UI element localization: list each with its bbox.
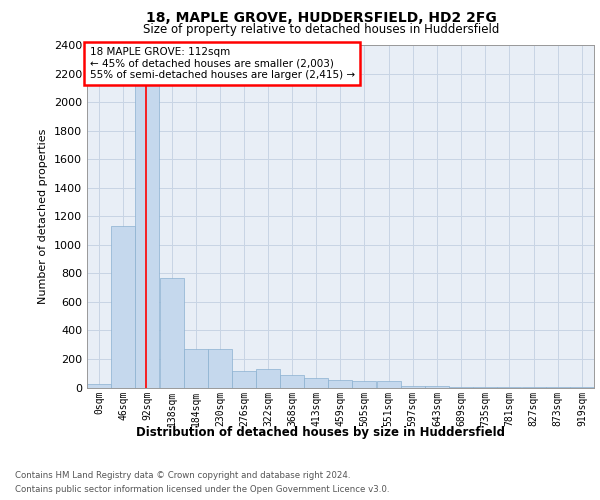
Bar: [184, 350, 208, 388]
Bar: [208, 350, 232, 388]
Y-axis label: Number of detached properties: Number of detached properties: [38, 128, 49, 304]
Bar: [160, 278, 184, 388]
Bar: [497, 387, 521, 388]
Bar: [256, 369, 280, 388]
Bar: [352, 380, 376, 388]
Bar: [280, 374, 304, 388]
Text: Distribution of detached houses by size in Huddersfield: Distribution of detached houses by size …: [137, 426, 505, 439]
Bar: [87, 384, 111, 388]
Text: Contains public sector information licensed under the Open Government Licence v3: Contains public sector information licen…: [15, 484, 389, 494]
Bar: [449, 386, 473, 388]
Bar: [401, 386, 425, 388]
Bar: [377, 380, 401, 388]
Bar: [473, 387, 497, 388]
Bar: [111, 226, 135, 388]
Text: Contains HM Land Registry data © Crown copyright and database right 2024.: Contains HM Land Registry data © Crown c…: [15, 472, 350, 480]
Text: Size of property relative to detached houses in Huddersfield: Size of property relative to detached ho…: [143, 24, 499, 36]
Bar: [425, 386, 449, 388]
Bar: [136, 64, 160, 388]
Text: 18 MAPLE GROVE: 112sqm
← 45% of detached houses are smaller (2,003)
55% of semi-: 18 MAPLE GROVE: 112sqm ← 45% of detached…: [89, 46, 355, 80]
Text: 18, MAPLE GROVE, HUDDERSFIELD, HD2 2FG: 18, MAPLE GROVE, HUDDERSFIELD, HD2 2FG: [146, 10, 496, 24]
Bar: [328, 380, 352, 388]
Bar: [232, 370, 256, 388]
Bar: [304, 378, 328, 388]
